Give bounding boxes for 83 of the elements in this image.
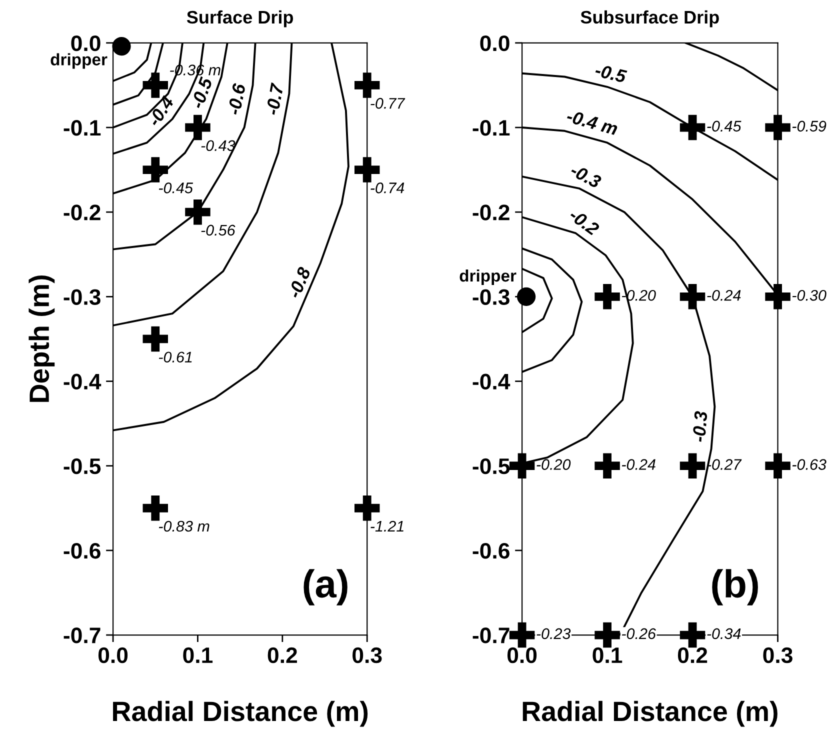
annotation: -0.59 <box>792 120 826 132</box>
annotation: -0.8 <box>287 266 312 300</box>
point <box>765 114 790 140</box>
y-tick-label: 0.0 <box>480 35 510 52</box>
point <box>765 284 790 310</box>
y-tick-label: -0.5 <box>64 458 101 474</box>
annotation: -0.24 <box>707 290 741 301</box>
annotation: -0.4 <box>146 95 174 128</box>
annotation: -0.83 m <box>158 520 210 532</box>
y-tick-label: -0.6 <box>472 542 510 559</box>
x-tick-label: 0.0 <box>98 647 128 664</box>
point <box>680 114 706 140</box>
annotation: -0.27 <box>707 459 742 470</box>
annotation: -0.74 <box>370 182 404 194</box>
x-axis-title: Radial Distance (m) <box>522 700 778 727</box>
annotation: -0.34 <box>707 628 741 640</box>
annotation: -0.3 <box>692 410 708 442</box>
annotation: -0.56 <box>201 224 236 236</box>
annotation: -0.5 <box>594 64 628 84</box>
annotation: -0.45 <box>707 120 742 132</box>
point <box>112 36 131 56</box>
chart-title: Surface Drip <box>186 10 294 28</box>
point <box>185 114 210 140</box>
point <box>680 284 706 310</box>
point <box>354 72 380 98</box>
y-tick-label: -0.6 <box>64 542 100 559</box>
annotation: -0.20 <box>536 459 571 470</box>
y-tick-label: -0.1 <box>64 120 101 136</box>
y-tick-label: -0.7 <box>472 628 510 644</box>
annotation: -1.21 <box>370 520 404 532</box>
x-tick-label: 0.2 <box>678 647 708 664</box>
y-tick-label: -0.1 <box>472 120 510 136</box>
point <box>509 622 535 648</box>
y-tick-label: -0.3 <box>64 289 100 305</box>
annotation: -0.23 <box>536 628 571 640</box>
annotation: -0.2 <box>568 208 600 236</box>
annotation: -0.7 <box>265 82 284 116</box>
y-tick-label: -0.2 <box>472 204 510 220</box>
point <box>516 287 536 306</box>
annotation: -0.63 <box>792 459 826 470</box>
annotation: (a) <box>304 569 348 606</box>
point <box>594 622 620 648</box>
point <box>142 496 168 521</box>
annotation: -0.24 <box>622 459 656 470</box>
point <box>142 326 168 352</box>
point <box>594 453 620 478</box>
point <box>509 453 535 478</box>
annotation: (b) <box>712 569 758 606</box>
point <box>680 622 706 648</box>
y-tick-label: -0.7 <box>64 628 100 644</box>
point <box>354 157 380 182</box>
annotation: -0.45 <box>158 182 194 194</box>
y-tick-label: -0.2 <box>64 204 100 220</box>
annotation: -0.6 <box>227 82 246 116</box>
point <box>354 496 380 521</box>
annotation: -0.4 m <box>566 109 618 136</box>
annotation: -0.3 <box>569 163 602 189</box>
point <box>765 453 790 478</box>
x-tick-label: 0.3 <box>352 647 382 664</box>
annotation: dripper <box>50 53 108 69</box>
x-axis-title: Radial Distance (m) <box>113 700 368 727</box>
x-tick-label: 0.3 <box>763 647 792 664</box>
annotation: -0.61 <box>158 352 192 363</box>
point <box>185 199 210 225</box>
annotation: -0.26 <box>622 628 656 640</box>
y-tick-label: -0.3 <box>472 289 510 305</box>
point <box>680 453 706 478</box>
y-axis-title: Depth (m) <box>28 276 55 402</box>
y-tick-label: -0.4 <box>64 374 102 390</box>
x-tick-label: 0.1 <box>592 647 622 664</box>
annotation: -0.5 <box>190 76 213 110</box>
chart-title: Subsurface Drip <box>580 10 719 28</box>
point <box>142 157 168 182</box>
annotation: -0.77 <box>370 98 406 109</box>
x-tick-label: 0.2 <box>268 647 297 664</box>
annotation: -0.30 <box>792 290 826 301</box>
y-tick-label: -0.4 <box>472 374 510 390</box>
x-tick-label: 0.1 <box>183 647 213 664</box>
y-tick-label: 0.0 <box>71 35 100 52</box>
point <box>594 284 620 310</box>
y-tick-label: -0.5 <box>472 458 510 474</box>
x-tick-label: 0.0 <box>507 647 537 664</box>
annotation: dripper <box>460 269 516 285</box>
